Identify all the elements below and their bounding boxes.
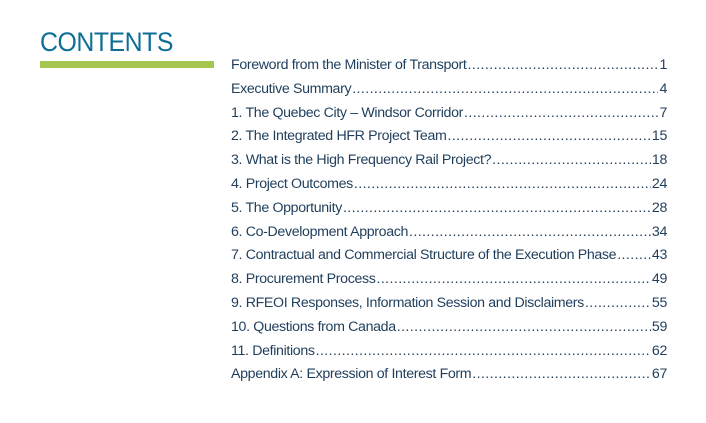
table-of-contents: Foreword from the Minister of Transport 1…	[231, 57, 667, 390]
toc-entry-label: Executive Summary	[231, 80, 352, 97]
toc-entry-label: 3. What is the High Frequency Rail Proje…	[231, 152, 492, 169]
dot-leader	[354, 176, 651, 192]
dot-leader	[376, 271, 650, 287]
toc-entry[interactable]: Executive Summary 4	[231, 81, 667, 105]
toc-entry-label: 9. RFEOI Responses, Information Session …	[231, 294, 584, 311]
toc-entry[interactable]: 5. The Opportunity 28	[231, 200, 667, 224]
dot-leader	[617, 247, 651, 263]
toc-entry-page: 67	[651, 366, 667, 383]
toc-entry-page: 18	[651, 152, 667, 169]
toc-entry[interactable]: 8. Procurement Process 49	[231, 271, 667, 295]
toc-entry-label: 5. The Opportunity	[231, 199, 342, 216]
toc-entry-page: 24	[651, 175, 667, 192]
dot-leader	[585, 295, 651, 311]
dot-leader	[464, 105, 658, 121]
toc-entry-page: 43	[651, 247, 667, 264]
toc-entry-page: 15	[651, 128, 667, 145]
toc-entry[interactable]: 2. The Integrated HFR Project Team 15	[231, 128, 667, 152]
toc-entry-label: 6. Co-Development Approach	[231, 223, 409, 240]
toc-entry[interactable]: 3. What is the High Frequency Rail Proje…	[231, 152, 667, 176]
dot-leader	[468, 57, 659, 73]
dot-leader	[352, 81, 658, 97]
toc-entry-page: 4	[659, 80, 667, 97]
dot-leader	[447, 128, 650, 144]
toc-entry-page: 59	[651, 318, 667, 335]
toc-entry[interactable]: 10. Questions from Canada 59	[231, 319, 667, 343]
toc-entry-label: 11. Definitions	[231, 342, 315, 359]
dot-leader	[409, 224, 651, 240]
toc-entry-label: 4. Project Outcomes	[231, 175, 353, 192]
accent-divider	[40, 61, 214, 68]
toc-entry[interactable]: Foreword from the Minister of Transport 1	[231, 57, 667, 81]
toc-entry-page: 62	[651, 342, 667, 359]
dot-leader	[397, 319, 651, 335]
toc-entry[interactable]: 11. Definitions 62	[231, 343, 667, 367]
dot-leader	[492, 152, 651, 168]
toc-entry[interactable]: 1. The Quebec City – Windsor Corridor 7	[231, 105, 667, 129]
toc-entry-page: 55	[651, 294, 667, 311]
toc-entry-label: Foreword from the Minister of Transport	[231, 57, 467, 73]
toc-entry-label: 7. Contractual and Commercial Structure …	[231, 247, 617, 264]
toc-entry[interactable]: 4. Project Outcomes 24	[231, 176, 667, 200]
toc-entry-label: 8. Procurement Process	[231, 271, 376, 288]
toc-entry-label: 1. The Quebec City – Windsor Corridor	[231, 104, 464, 121]
page-title: CONTENTS	[40, 27, 173, 57]
toc-entry[interactable]: 9. RFEOI Responses, Information Session …	[231, 295, 667, 319]
toc-entry-label: Appendix A: Expression of Interest Form	[231, 366, 472, 383]
dot-leader	[316, 343, 651, 359]
toc-entry[interactable]: Appendix A: Expression of Interest Form 6…	[231, 366, 667, 390]
toc-entry[interactable]: 6. Co-Development Approach 34	[231, 224, 667, 248]
dot-leader	[343, 200, 651, 216]
toc-entry-label: 10. Questions from Canada	[231, 318, 396, 335]
toc-entry-page: 34	[651, 223, 667, 240]
dot-leader	[472, 366, 651, 382]
toc-entry-label: 2. The Integrated HFR Project Team	[231, 128, 447, 145]
toc-entry-page: 28	[651, 199, 667, 216]
toc-entry-page: 49	[651, 271, 667, 288]
toc-entry-page: 1	[659, 57, 667, 73]
toc-entry[interactable]: 7. Contractual and Commercial Structure …	[231, 247, 667, 271]
toc-entry-page: 7	[659, 104, 667, 121]
